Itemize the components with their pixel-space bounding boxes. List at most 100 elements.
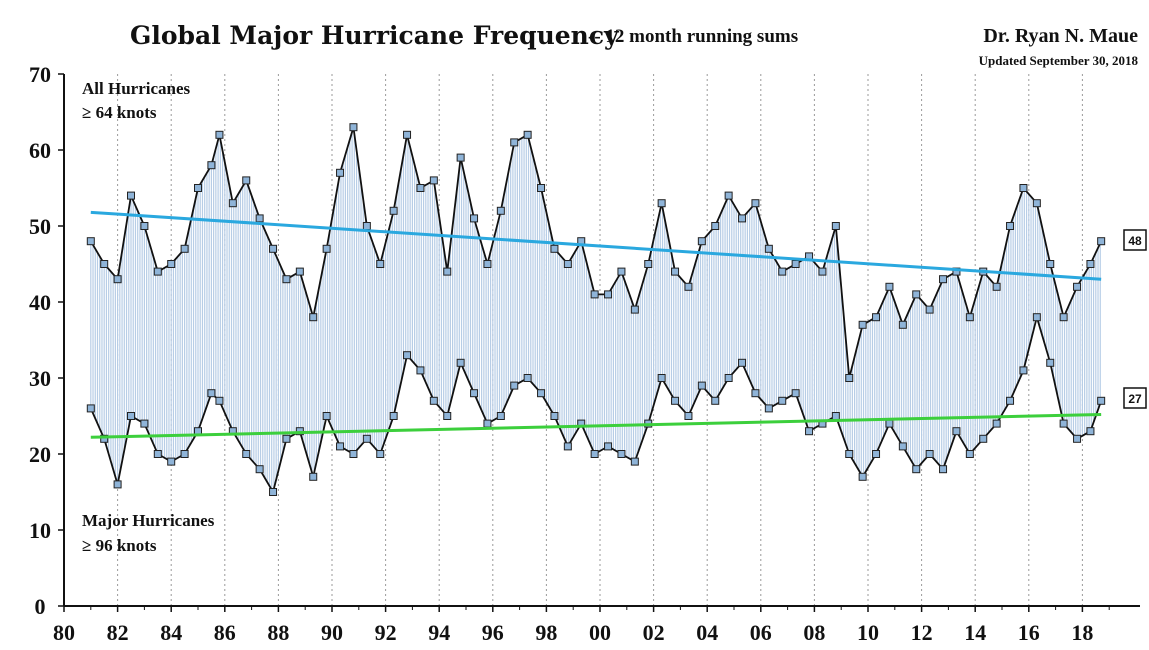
major-point — [180, 450, 189, 458]
chart-title: Global Major Hurricane Frequency — [130, 21, 620, 50]
all-point — [113, 275, 122, 284]
all-point — [858, 320, 867, 329]
major-point — [965, 450, 974, 458]
major-point — [167, 457, 176, 466]
all-point — [483, 260, 492, 268]
all-point — [898, 320, 907, 329]
major-point — [563, 442, 572, 451]
all-point — [255, 214, 264, 223]
all-point — [590, 290, 599, 299]
major-point — [86, 404, 95, 413]
all-point — [86, 237, 95, 246]
updated-label: Updated September 30, 2018 — [979, 53, 1139, 68]
major-point — [590, 450, 599, 458]
all-point — [470, 214, 479, 223]
all-point — [309, 313, 318, 322]
major-point — [778, 396, 787, 405]
all-point — [456, 153, 465, 162]
x-tick-label: 02 — [643, 620, 665, 645]
series-connector-lines — [90, 131, 1101, 490]
all-point — [180, 244, 189, 253]
major-point — [724, 374, 733, 382]
major-point — [630, 457, 639, 466]
all-point — [1006, 222, 1015, 230]
all-point — [167, 260, 176, 268]
x-tick-label: 12 — [911, 620, 933, 645]
x-tick-label: 14 — [964, 620, 986, 645]
all-point — [153, 267, 162, 276]
all-hurricanes-threshold: ≥ 64 knots — [82, 103, 157, 122]
major-point — [1086, 427, 1095, 436]
major-point — [684, 412, 693, 420]
y-tick-label: 50 — [29, 214, 51, 239]
all-point — [630, 305, 639, 314]
all-point — [1086, 260, 1095, 268]
all-point — [738, 214, 747, 223]
all-point — [127, 191, 135, 200]
end-label-major: 27 — [1123, 387, 1147, 409]
author-label: Dr. Ryan N. Maue — [983, 25, 1138, 47]
series-group — [86, 123, 1106, 496]
all-point — [228, 199, 237, 208]
all-point — [550, 244, 559, 253]
all-point — [778, 267, 787, 276]
major-point — [912, 465, 921, 474]
major-point — [885, 419, 894, 428]
major-point — [845, 450, 854, 458]
major-point — [550, 412, 559, 420]
all-point — [818, 267, 827, 276]
all-point — [194, 184, 202, 192]
x-tick-label: 08 — [803, 620, 825, 645]
major-point — [979, 434, 988, 443]
x-tick-label: 84 — [160, 620, 182, 645]
major-point — [403, 351, 412, 360]
major-point — [496, 412, 505, 420]
y-tick-label: 60 — [29, 138, 51, 163]
trend-lines — [90, 210, 1102, 439]
all-point — [644, 260, 653, 268]
major-point — [952, 427, 961, 436]
x-tick-label: 96 — [482, 620, 504, 645]
all-point — [992, 282, 1001, 291]
x-tick-label: 94 — [428, 620, 450, 645]
all-point — [845, 374, 854, 382]
major-point — [255, 465, 264, 474]
all-point — [207, 161, 216, 170]
major-point — [1032, 313, 1041, 322]
major-point — [1073, 434, 1082, 443]
major-point — [791, 389, 800, 398]
major-point — [456, 358, 465, 367]
x-tick-label: 10 — [857, 620, 879, 645]
major-point — [604, 442, 613, 451]
major-point — [470, 389, 479, 398]
all-point — [697, 237, 706, 246]
major-point — [269, 488, 278, 496]
major-point — [939, 465, 948, 474]
major-point — [523, 374, 532, 382]
y-tick-label: 0 — [35, 594, 46, 619]
major-trend-line — [90, 412, 1102, 439]
all-point — [403, 130, 412, 139]
major-point — [898, 442, 907, 451]
all-point — [671, 267, 680, 276]
x-axis-ticks: 80 82 84 86 88 90 92 94 96 98 00 02 04 06 08 10 12 14 16 18 — [53, 606, 1110, 645]
all-point — [1073, 282, 1082, 291]
major-point — [242, 450, 251, 458]
x-tick-label: 04 — [696, 620, 718, 645]
all-point — [295, 267, 304, 276]
y-tick-label: 40 — [29, 290, 51, 315]
major-point — [140, 419, 149, 428]
all-point — [724, 191, 733, 200]
all-point — [322, 244, 331, 253]
major-point — [738, 358, 747, 367]
all-point — [496, 206, 505, 215]
major-point — [831, 412, 840, 420]
x-tick-label: 92 — [375, 620, 397, 645]
all-point — [925, 305, 934, 314]
major-point — [322, 412, 331, 420]
all-point — [885, 282, 894, 291]
all-point — [764, 244, 773, 253]
major-point — [336, 442, 345, 451]
major-point — [1006, 396, 1015, 405]
all-point — [684, 282, 693, 291]
